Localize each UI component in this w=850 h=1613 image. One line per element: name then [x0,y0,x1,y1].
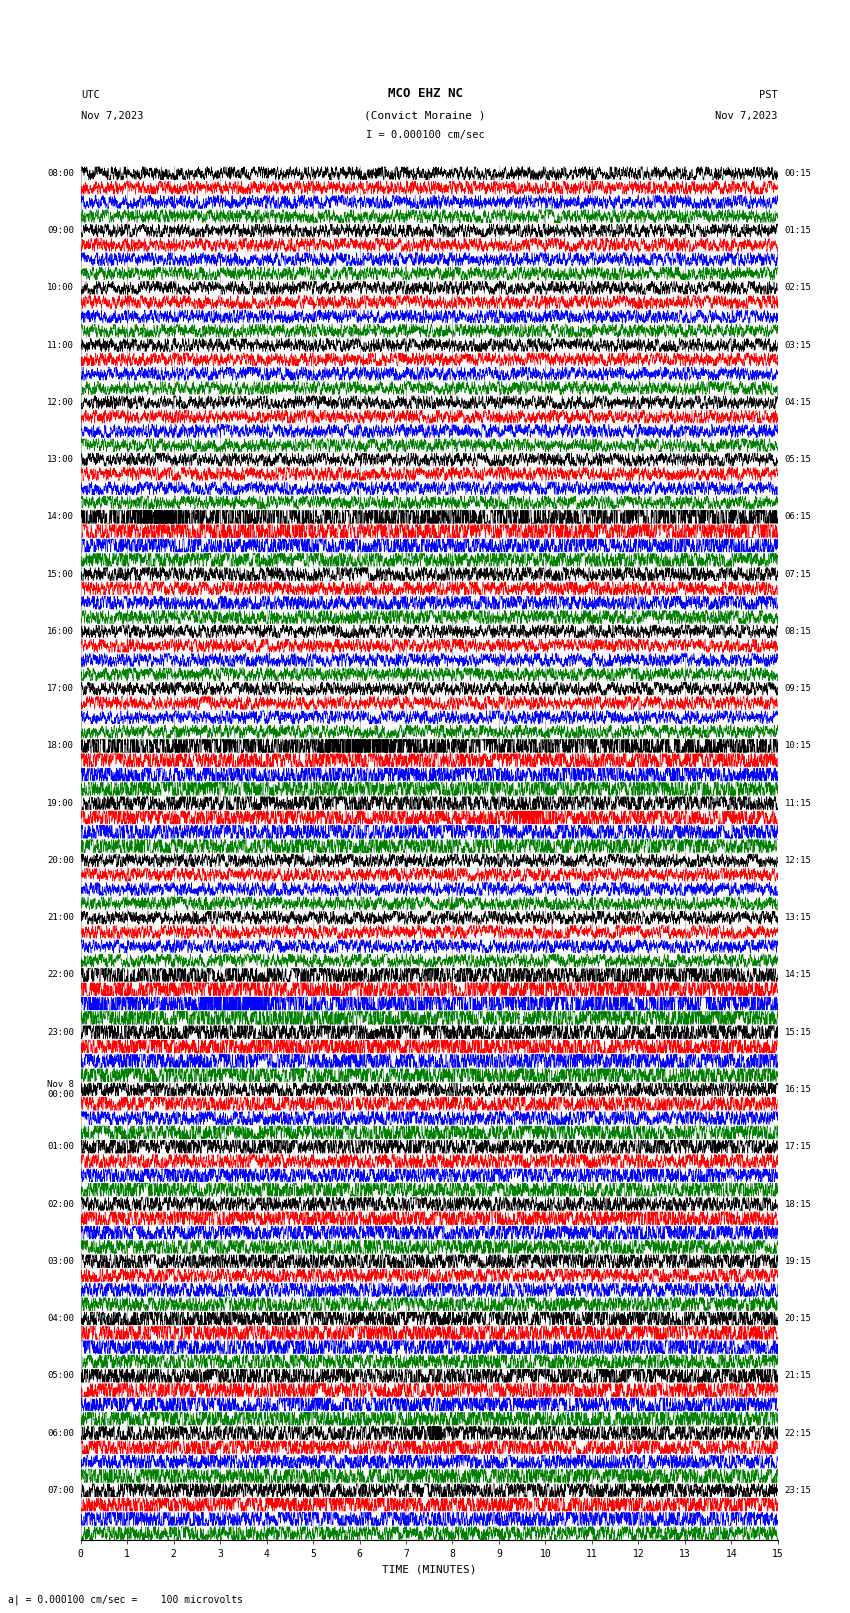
Text: 04:00: 04:00 [47,1315,74,1323]
Text: 16:15: 16:15 [785,1086,812,1094]
Text: 06:15: 06:15 [785,513,812,521]
Text: 13:15: 13:15 [785,913,812,923]
Text: 10:00: 10:00 [47,284,74,292]
Text: I = 0.000100 cm/sec: I = 0.000100 cm/sec [366,131,484,140]
Text: 17:15: 17:15 [785,1142,812,1152]
Text: 11:15: 11:15 [785,798,812,808]
Text: 20:15: 20:15 [785,1315,812,1323]
Text: 02:15: 02:15 [785,284,812,292]
Text: 09:00: 09:00 [47,226,74,235]
Text: 18:00: 18:00 [47,742,74,750]
Text: 13:00: 13:00 [47,455,74,465]
Text: 15:00: 15:00 [47,569,74,579]
Text: 18:15: 18:15 [785,1200,812,1208]
Text: 04:15: 04:15 [785,398,812,406]
Text: 01:00: 01:00 [47,1142,74,1152]
Text: 22:15: 22:15 [785,1429,812,1437]
Text: 09:15: 09:15 [785,684,812,694]
Text: 21:00: 21:00 [47,913,74,923]
Text: 01:15: 01:15 [785,226,812,235]
Text: 05:00: 05:00 [47,1371,74,1381]
Text: 00:15: 00:15 [785,169,812,177]
Text: 23:00: 23:00 [47,1027,74,1037]
Text: 14:15: 14:15 [785,971,812,979]
Text: 03:15: 03:15 [785,340,812,350]
Text: Nov 7,2023: Nov 7,2023 [81,111,144,121]
Text: 19:15: 19:15 [785,1257,812,1266]
Text: 07:15: 07:15 [785,569,812,579]
Text: 14:00: 14:00 [47,513,74,521]
Text: 10:15: 10:15 [785,742,812,750]
Text: 03:00: 03:00 [47,1257,74,1266]
Text: 12:00: 12:00 [47,398,74,406]
Text: 17:00: 17:00 [47,684,74,694]
Text: 23:15: 23:15 [785,1486,812,1495]
Text: (Convict Moraine ): (Convict Moraine ) [365,111,485,121]
Text: a| = 0.000100 cm/sec =    100 microvolts: a| = 0.000100 cm/sec = 100 microvolts [8,1594,243,1605]
Text: Nov 7,2023: Nov 7,2023 [715,111,778,121]
Text: 12:15: 12:15 [785,857,812,865]
Text: 06:00: 06:00 [47,1429,74,1437]
Text: PST: PST [759,90,778,100]
Text: 08:15: 08:15 [785,627,812,636]
X-axis label: TIME (MINUTES): TIME (MINUTES) [382,1565,477,1574]
Text: 16:00: 16:00 [47,627,74,636]
Text: 11:00: 11:00 [47,340,74,350]
Text: 02:00: 02:00 [47,1200,74,1208]
Text: 05:15: 05:15 [785,455,812,465]
Text: 19:00: 19:00 [47,798,74,808]
Text: MCO EHZ NC: MCO EHZ NC [388,87,462,100]
Text: UTC: UTC [81,90,99,100]
Text: 08:00: 08:00 [47,169,74,177]
Text: 15:15: 15:15 [785,1027,812,1037]
Text: 21:15: 21:15 [785,1371,812,1381]
Text: 20:00: 20:00 [47,857,74,865]
Text: 22:00: 22:00 [47,971,74,979]
Text: Nov 8
00:00: Nov 8 00:00 [47,1079,74,1098]
Text: 07:00: 07:00 [47,1486,74,1495]
